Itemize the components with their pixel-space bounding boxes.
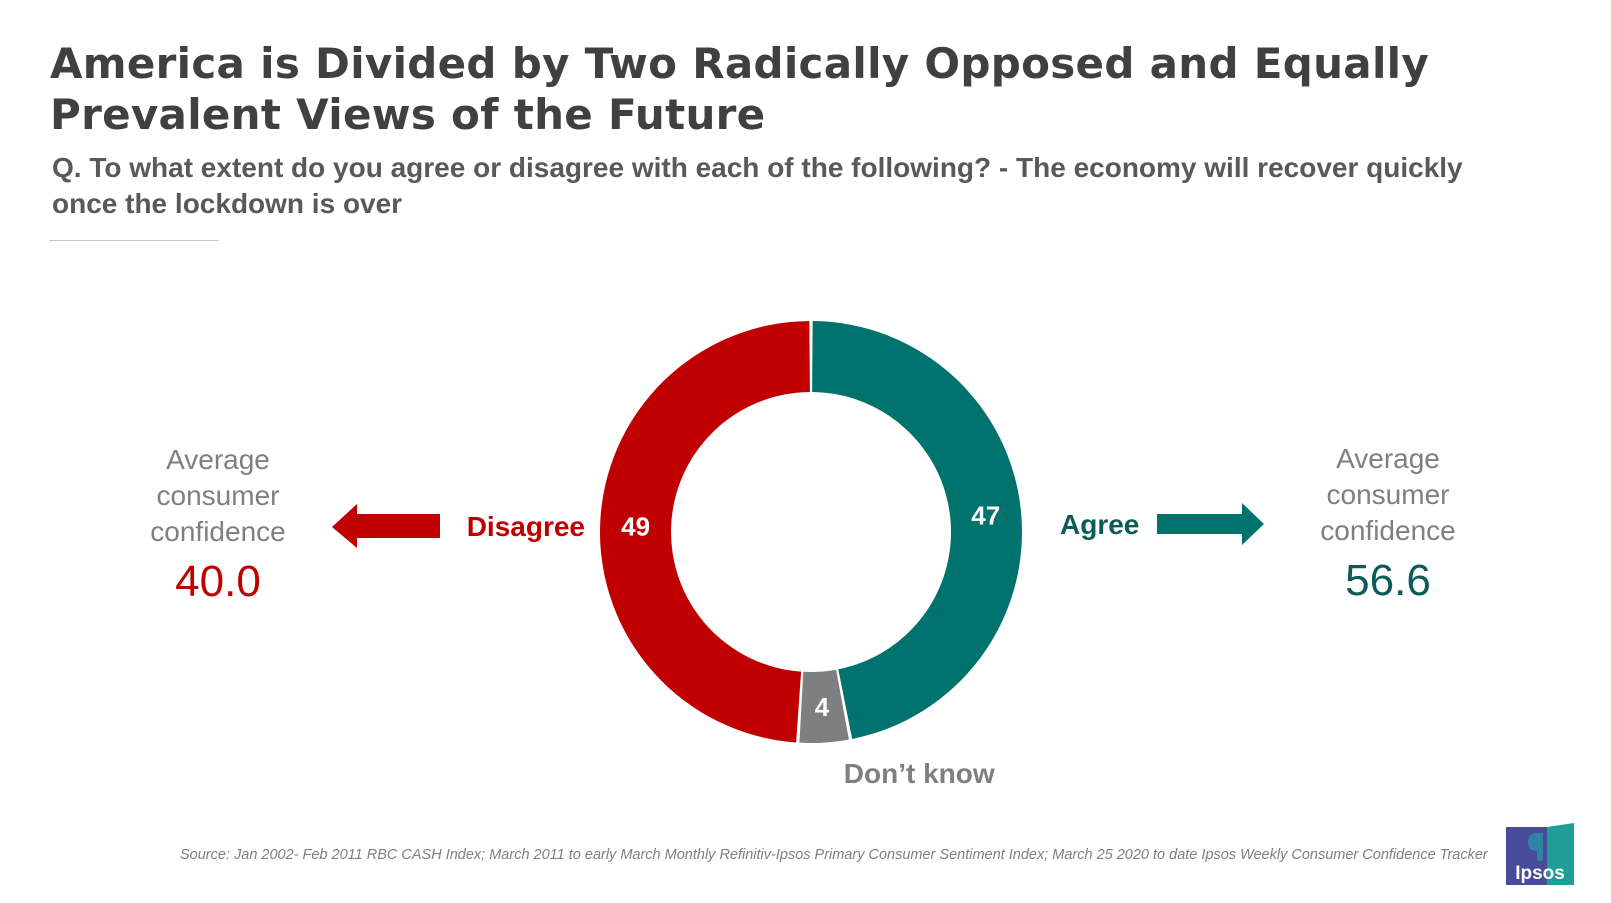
agree-confidence-label-3: confidence <box>1320 515 1456 546</box>
disagree-confidence-label-1: Average <box>166 444 270 475</box>
svg-text:Ipsos: Ipsos <box>1515 863 1565 884</box>
agree-confidence-panel: Average consumer confidence 56.6 <box>1278 441 1498 607</box>
divider <box>49 240 219 241</box>
disagree-confidence-label-3: confidence <box>150 516 286 547</box>
disagree-confidence-label-2: consumer <box>156 480 280 511</box>
chart-subtitle: Q. To what extent do you agree or disagr… <box>52 152 1463 219</box>
slice-disagree <box>600 321 810 743</box>
agree-confidence-label-2: consumer <box>1326 479 1450 510</box>
agree-confidence-value: 56.6 <box>1345 556 1431 605</box>
slice-don-t-know <box>799 669 849 743</box>
disagree-arrow <box>332 504 440 548</box>
category-label-agree: Agree <box>1060 509 1139 540</box>
disagree-confidence-panel: Average consumer confidence 40.0 <box>108 442 328 608</box>
agree-confidence-label-1: Average <box>1336 443 1440 474</box>
category-label-don-t-know: Don’t know <box>844 758 995 789</box>
page-title: America is Divided by Two Radically Oppo… <box>50 39 1430 139</box>
agree-arrow <box>1157 503 1264 545</box>
data-label-disagree: 49 <box>621 511 650 541</box>
data-label-agree: 47 <box>971 500 1000 530</box>
source-note: Source: Jan 2002- Feb 2011 RBC CASH Inde… <box>180 847 1488 863</box>
data-label-don-t-know: 4 <box>815 692 830 722</box>
disagree-confidence-value: 40.0 <box>175 557 261 606</box>
slice-agree <box>812 321 1023 739</box>
ipsos-logo: Ipsos <box>1506 823 1574 885</box>
category-label-disagree: Disagree <box>467 511 585 542</box>
